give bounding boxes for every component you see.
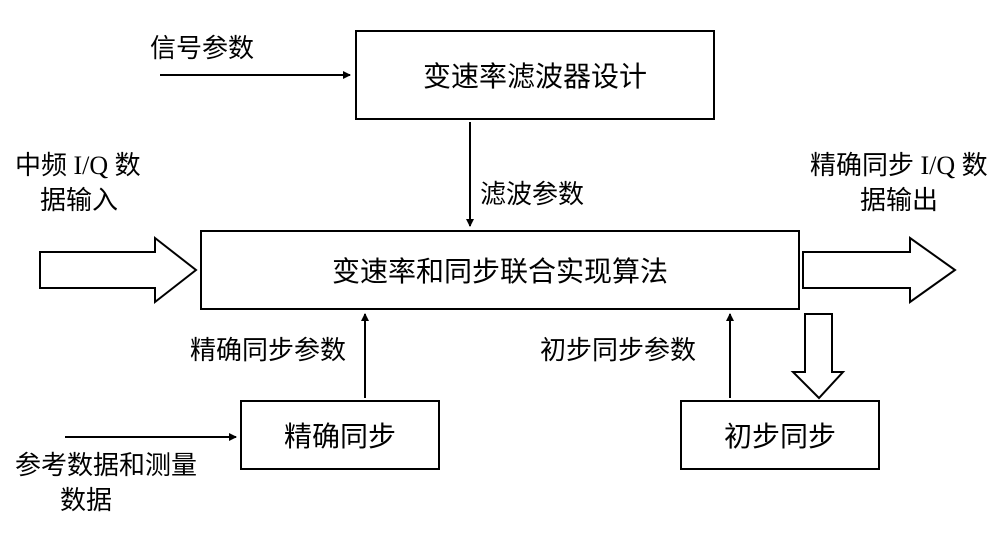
signal-param-label: 信号参数 <box>150 28 254 65</box>
joint-algo-box: 变速率和同步联合实现算法 <box>200 230 800 310</box>
ref-data-label-line2: 数据 <box>60 480 112 517</box>
precise-sync-param-label: 精确同步参数 <box>190 330 346 367</box>
precise-out-label-line1: 精确同步 I/Q 数 <box>810 145 988 182</box>
filter-design-text: 变速率滤波器设计 <box>423 55 647 95</box>
initial-sync-box: 初步同步 <box>680 400 880 470</box>
precise-sync-text: 精确同步 <box>284 415 396 455</box>
filter-param-label: 滤波参数 <box>480 174 584 211</box>
precise-out-label-line2: 据输出 <box>860 180 938 217</box>
initial-sync-param-label: 初步同步参数 <box>540 330 696 367</box>
ref-data-label-line1: 参考数据和测量 <box>15 445 197 482</box>
iq-output-block-arrow <box>803 238 955 302</box>
diagram-canvas: { "boxes": { "filter_design": { "text": … <box>0 0 1000 544</box>
precise-sync-box: 精确同步 <box>240 400 440 470</box>
iq-input-block-arrow <box>40 238 196 302</box>
filter-design-box: 变速率滤波器设计 <box>355 30 715 120</box>
initial-sync-text: 初步同步 <box>724 415 836 455</box>
iq-input-label-line2: 据输入 <box>40 180 118 217</box>
joint-to-initial-block-arrow <box>793 314 843 398</box>
joint-algo-text: 变速率和同步联合实现算法 <box>332 250 668 290</box>
iq-input-label-line1: 中频 I/Q 数 <box>15 145 141 182</box>
